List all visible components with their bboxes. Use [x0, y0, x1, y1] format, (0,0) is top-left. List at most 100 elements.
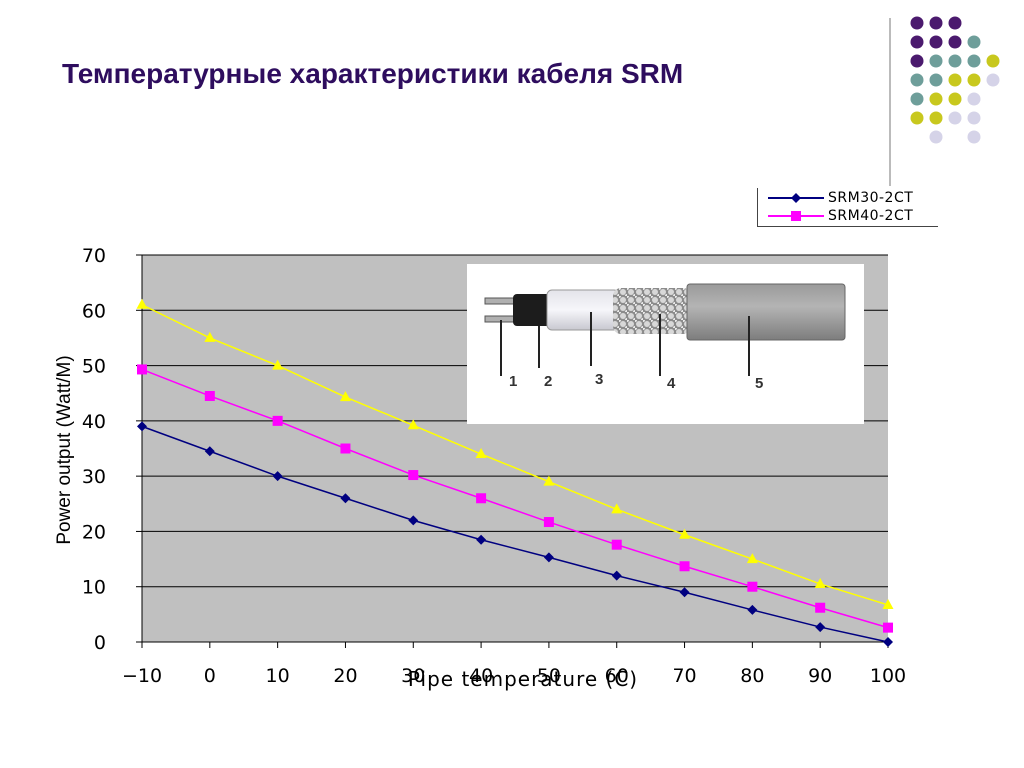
series-line [141, 425, 889, 643]
data-point [476, 493, 487, 504]
decor-dot [948, 16, 962, 30]
data-point [815, 622, 826, 633]
cable-label-2: 2 [544, 373, 552, 390]
decorative-divider [889, 18, 891, 186]
decor-dot [986, 54, 1000, 68]
x-tick-label: 10 [266, 665, 290, 687]
decor-dot [967, 92, 981, 106]
cable-label-5: 5 [755, 375, 763, 392]
series-square [137, 364, 893, 633]
data-point [204, 446, 215, 457]
cable-label-4: 4 [667, 375, 676, 392]
decor-dot [967, 111, 981, 125]
cable-cross-section-image: 1 2 3 4 5 [467, 264, 864, 424]
axes [136, 254, 889, 648]
legend: SRM30-2CT SRM40-2CT [757, 188, 938, 227]
y-tick-label: 40 [82, 411, 106, 433]
decor-dot [910, 16, 924, 30]
decor-dot [910, 73, 924, 87]
data-point [340, 493, 351, 504]
x-tick-label: 80 [740, 665, 764, 687]
data-point [272, 415, 283, 426]
data-point [475, 448, 487, 459]
data-point [611, 570, 622, 581]
decor-dot [910, 92, 924, 106]
decor-dot [948, 54, 962, 68]
data-point [136, 298, 148, 309]
data-point [883, 622, 893, 633]
decor-dot [929, 54, 943, 68]
decor-dot [910, 111, 924, 125]
data-point [679, 528, 691, 539]
x-tick-label: 50 [537, 665, 561, 687]
data-point [815, 602, 826, 613]
data-point [883, 637, 893, 647]
series-line [141, 368, 889, 629]
data-point [679, 561, 690, 572]
x-tick-label: 20 [333, 665, 357, 687]
x-tick-label: 90 [808, 665, 832, 687]
decor-dot [948, 92, 962, 106]
data-point [408, 515, 419, 526]
data-point [611, 503, 623, 514]
x-tick-label: 30 [401, 665, 425, 687]
y-tick-label: 10 [82, 577, 106, 599]
series-line [141, 304, 889, 606]
data-point [543, 475, 555, 486]
x-tick-label: 100 [870, 665, 906, 687]
data-point [814, 577, 826, 588]
y-tick-label: 30 [82, 466, 106, 488]
legend-item-srm40: SRM40-2CT [768, 207, 913, 225]
decor-dot [948, 35, 962, 49]
data-point [272, 471, 283, 482]
decor-dot [910, 35, 924, 49]
data-point [408, 470, 419, 481]
data-point [611, 539, 622, 550]
decor-dot [986, 73, 1000, 87]
data-point [407, 419, 419, 430]
decor-dot [948, 111, 962, 125]
slide-title: Температурные характеристики кабеля SRM [62, 58, 684, 89]
data-point [543, 517, 554, 528]
decor-dot [910, 54, 924, 68]
series-triangle [136, 298, 894, 609]
decor-dot [929, 73, 943, 87]
legend-marker-srm30 [768, 193, 824, 203]
legend-label-srm40: SRM40-2CT [828, 208, 914, 224]
data-point [747, 581, 758, 592]
x-tick-label: 60 [605, 665, 629, 687]
decor-dot [967, 35, 981, 49]
y-tick-label: 70 [82, 245, 106, 267]
y-axis-label: Power output (Watt/M) [54, 355, 75, 544]
y-tick-label: 20 [82, 521, 106, 543]
legend-label-srm30: SRM30-2CT [828, 190, 914, 206]
data-point [679, 587, 690, 598]
y-tick-label: 50 [82, 356, 106, 378]
tick-labels: 0 10 20 30 40 50 60 70 −10 0 10 20 30 40 50 60 70 80 90 100 [82, 245, 906, 687]
data-point [137, 421, 147, 432]
data-point [137, 364, 147, 375]
x-tick-label: 0 [204, 665, 216, 687]
cable-label-3: 3 [595, 371, 603, 388]
x-tick-label: −10 [122, 665, 162, 687]
data-point [339, 391, 351, 402]
decor-dot [967, 73, 981, 87]
decor-dot [948, 73, 962, 87]
x-axis-label: Pipe temperature (C) [408, 667, 638, 691]
series-diamond [137, 421, 893, 647]
decor-dot [929, 35, 943, 49]
data-point [543, 552, 554, 563]
decor-dot [929, 92, 943, 106]
data-point [746, 553, 758, 564]
y-tick-label: 60 [82, 300, 106, 322]
x-tick-label: 70 [672, 665, 696, 687]
y-tick-label: 0 [94, 632, 106, 654]
data-point [204, 331, 216, 342]
data-point [476, 534, 487, 545]
decor-dot [929, 111, 943, 125]
legend-item-srm30: SRM30-2CT [768, 189, 913, 207]
x-tick-label: 40 [469, 665, 493, 687]
decorative-dot-grid [910, 16, 1000, 144]
data-point [747, 604, 758, 615]
decor-dot [929, 130, 943, 144]
